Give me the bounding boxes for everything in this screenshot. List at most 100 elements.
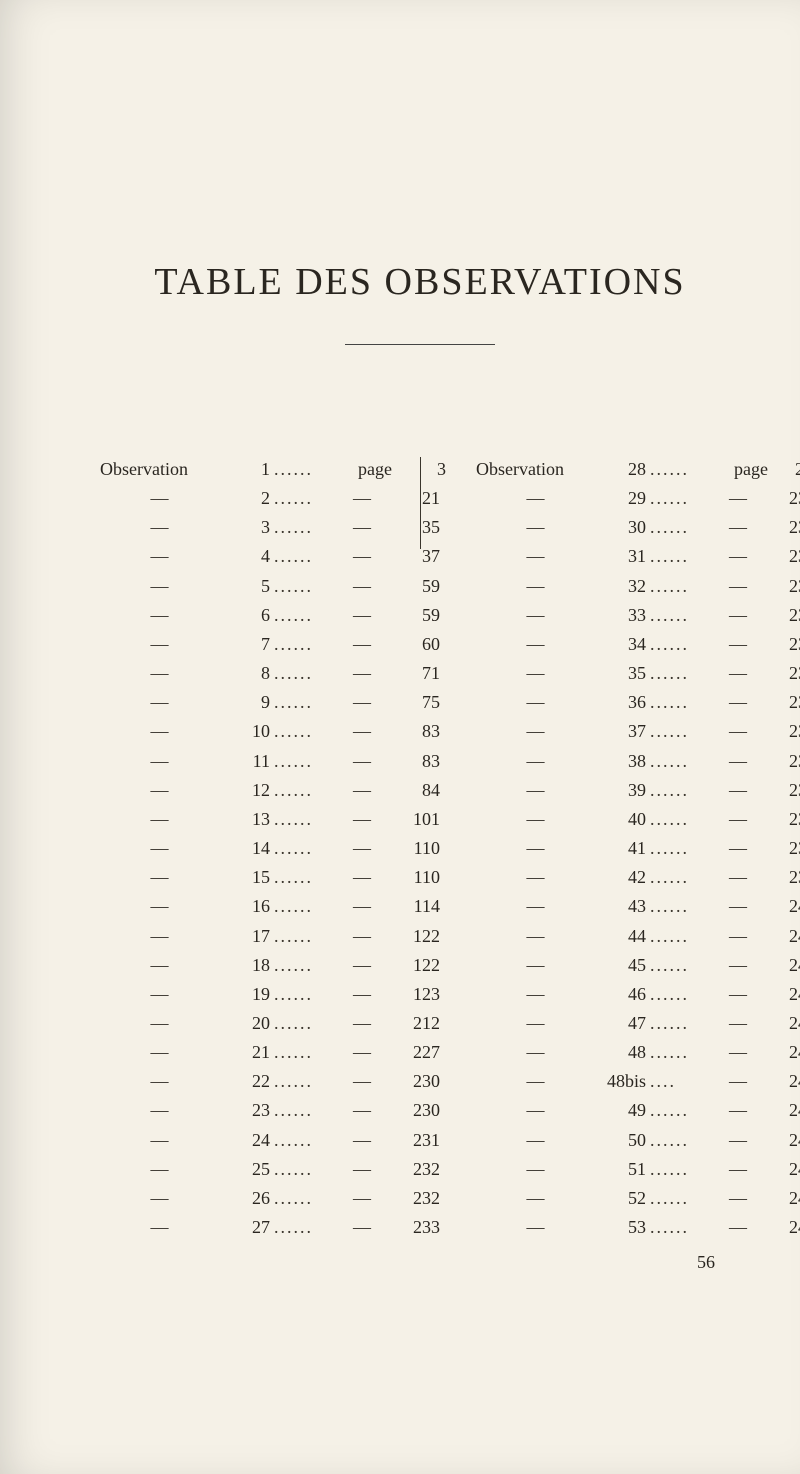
observation-number: 32 <box>596 572 646 601</box>
table-row: —8......—71 <box>100 659 446 688</box>
page-dash: — <box>708 542 768 571</box>
leader-dots: ...... <box>646 484 708 513</box>
page-number: 233 <box>774 455 800 484</box>
observation-number: 31 <box>596 542 646 571</box>
page-number: 122 <box>392 922 440 951</box>
leader-dots: ...... <box>646 980 708 1009</box>
table-row: —3......—35 <box>100 513 446 542</box>
table-row: —49......—244 <box>476 1096 800 1125</box>
page-dash: — <box>332 747 392 776</box>
leader-dots: ...... <box>646 455 708 484</box>
page-number: 35 <box>392 513 440 542</box>
page-number: 238 <box>768 776 800 805</box>
leader-dots: ...... <box>270 513 332 542</box>
observation-number: 11 <box>220 747 270 776</box>
leader-dots: ...... <box>270 455 332 484</box>
leader-dots: ...... <box>646 1213 708 1242</box>
observation-number: 46 <box>596 980 646 1009</box>
lead-dash: — <box>476 980 596 1009</box>
lead-dash: — <box>100 1096 220 1125</box>
table-row: —27......—233 <box>100 1213 446 1242</box>
observation-number: 22 <box>220 1067 270 1096</box>
lead-dash: — <box>100 1038 220 1067</box>
leader-dots: ...... <box>270 951 332 980</box>
page-dash: — <box>332 951 392 980</box>
table-row: —43......—240 <box>476 892 800 921</box>
table-row: —34......—236 <box>476 630 800 659</box>
lead-dash: — <box>476 951 596 980</box>
table-row: —44......—240 <box>476 922 800 951</box>
page-number: 232 <box>392 1184 440 1213</box>
page-number: 21 <box>392 484 440 513</box>
page-number: 75 <box>392 688 440 717</box>
table-row: —29......—234 <box>476 484 800 513</box>
page-dash: — <box>332 513 392 542</box>
table-row: —22......—230 <box>100 1067 446 1096</box>
observation-number: 45 <box>596 951 646 980</box>
page-dash: — <box>708 834 768 863</box>
page-dash: — <box>332 1009 392 1038</box>
leader-dots: ...... <box>270 717 332 746</box>
page-number: 242 <box>768 1038 800 1067</box>
observation-number: 39 <box>596 776 646 805</box>
right-column: Observation28......page233—29......—234—… <box>476 455 800 1242</box>
leader-dots: ...... <box>646 1126 708 1155</box>
observation-number: 36 <box>596 688 646 717</box>
leader-dots: ...... <box>270 1009 332 1038</box>
observation-number: 7 <box>220 630 270 659</box>
page-dash: — <box>708 601 768 630</box>
lead-dash: — <box>476 892 596 921</box>
page-dash: — <box>332 1096 392 1125</box>
leader-dots: ...... <box>270 484 332 513</box>
page-word: page <box>332 455 398 484</box>
page-number: 227 <box>392 1038 440 1067</box>
page-number: 237 <box>768 688 800 717</box>
table-row: —15......—110 <box>100 863 446 892</box>
page-dash: — <box>708 776 768 805</box>
leader-dots: ...... <box>270 630 332 659</box>
page-number: 71 <box>392 659 440 688</box>
table-row: —5......—59 <box>100 572 446 601</box>
page-dash: — <box>332 1184 392 1213</box>
page-number: 236 <box>768 601 800 630</box>
page-number: 242 <box>768 1009 800 1038</box>
table-row: —23......—230 <box>100 1096 446 1125</box>
lead-dash: — <box>476 1126 596 1155</box>
leader-dots: ...... <box>646 805 708 834</box>
lead-dash: — <box>476 1067 596 1096</box>
lead-dash: — <box>476 630 596 659</box>
observation-number: 50 <box>596 1126 646 1155</box>
leader-dots: ...... <box>270 747 332 776</box>
observation-number: 2 <box>220 484 270 513</box>
table-row: —19......—123 <box>100 980 446 1009</box>
lead-dash: — <box>476 805 596 834</box>
lead-dash: — <box>100 601 220 630</box>
page-number: 239 <box>768 834 800 863</box>
page-dash: — <box>332 863 392 892</box>
lead-dash: — <box>100 659 220 688</box>
leader-dots: ...... <box>270 542 332 571</box>
column-separator <box>420 457 421 549</box>
page-number: 101 <box>392 805 440 834</box>
page-number: 110 <box>392 834 440 863</box>
page-number: 233 <box>392 1213 440 1242</box>
table-row: —20......—212 <box>100 1009 446 1038</box>
page-number: 212 <box>392 1009 440 1038</box>
lead-dash: — <box>476 572 596 601</box>
page-number: 236 <box>768 659 800 688</box>
table-row: —48......—242 <box>476 1038 800 1067</box>
observation-number: 1 <box>220 455 270 484</box>
lead-dash: — <box>100 688 220 717</box>
leader-dots: ...... <box>646 776 708 805</box>
page: TABLE DES OBSERVATIONS Observation1.....… <box>0 0 800 1474</box>
leader-dots: ...... <box>646 1096 708 1125</box>
page-dash: — <box>332 630 392 659</box>
leader-dots: ...... <box>270 688 332 717</box>
lead-dash: — <box>100 922 220 951</box>
page-dash: — <box>332 542 392 571</box>
observation-number: 8 <box>220 659 270 688</box>
leader-dots: ...... <box>270 601 332 630</box>
page-dash: — <box>708 484 768 513</box>
page-dash: — <box>332 805 392 834</box>
observation-number: 4 <box>220 542 270 571</box>
